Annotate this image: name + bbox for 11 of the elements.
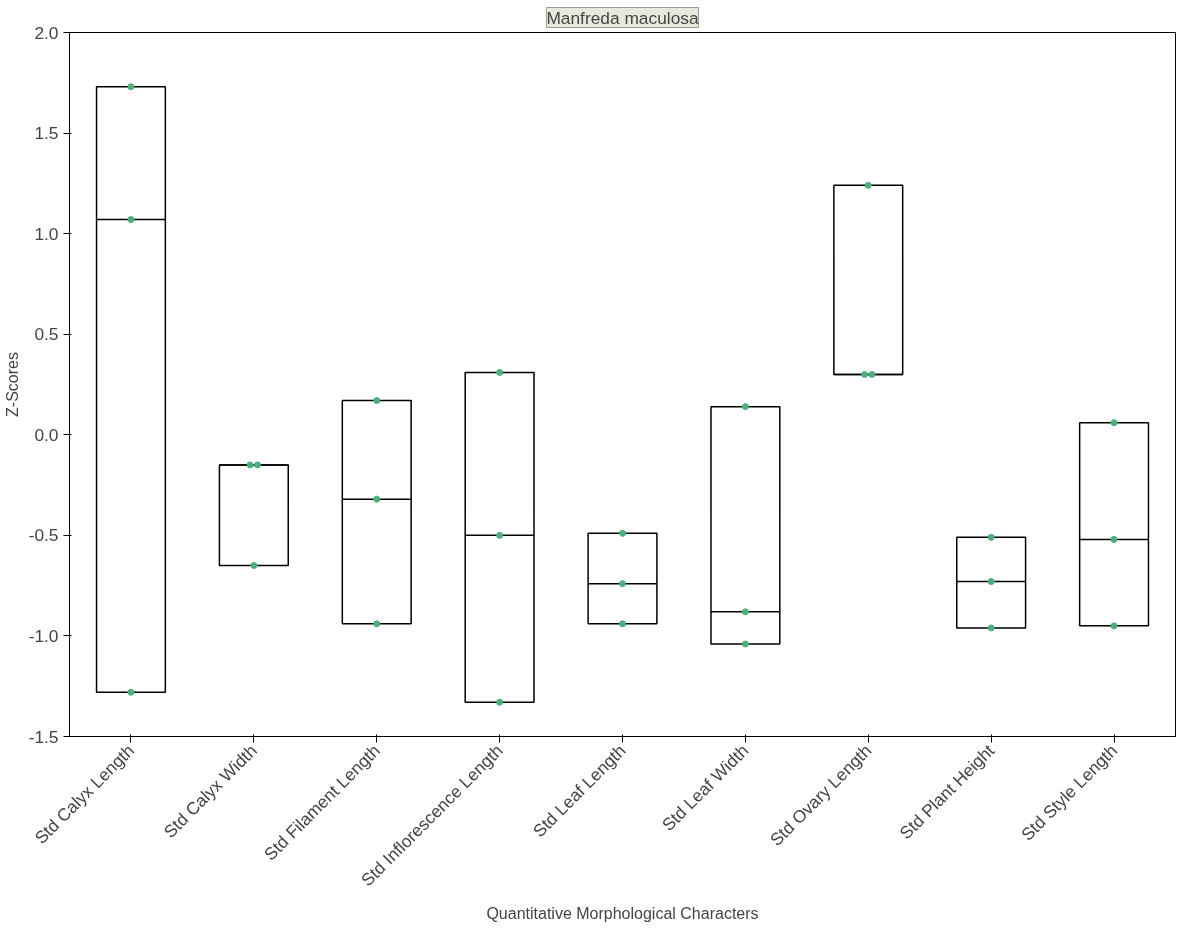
y-tick-label: -1.5	[28, 726, 59, 747]
y-tick-label: 1.0	[34, 223, 59, 244]
y-tick-label: 1.5	[34, 123, 59, 144]
y-tick-label: -0.5	[28, 525, 59, 546]
y-tick-label: 2.0	[34, 22, 59, 43]
x-axis-title: Quantitative Morphological Characters	[486, 905, 759, 923]
y-tick-label: 0.5	[34, 324, 59, 345]
y-axis-title: Z-Scores	[3, 352, 21, 417]
y-tick-label: -1.0	[28, 625, 59, 646]
chart-title: Manfreda maculosa	[546, 7, 699, 28]
y-tick-label: 0.0	[34, 424, 59, 445]
